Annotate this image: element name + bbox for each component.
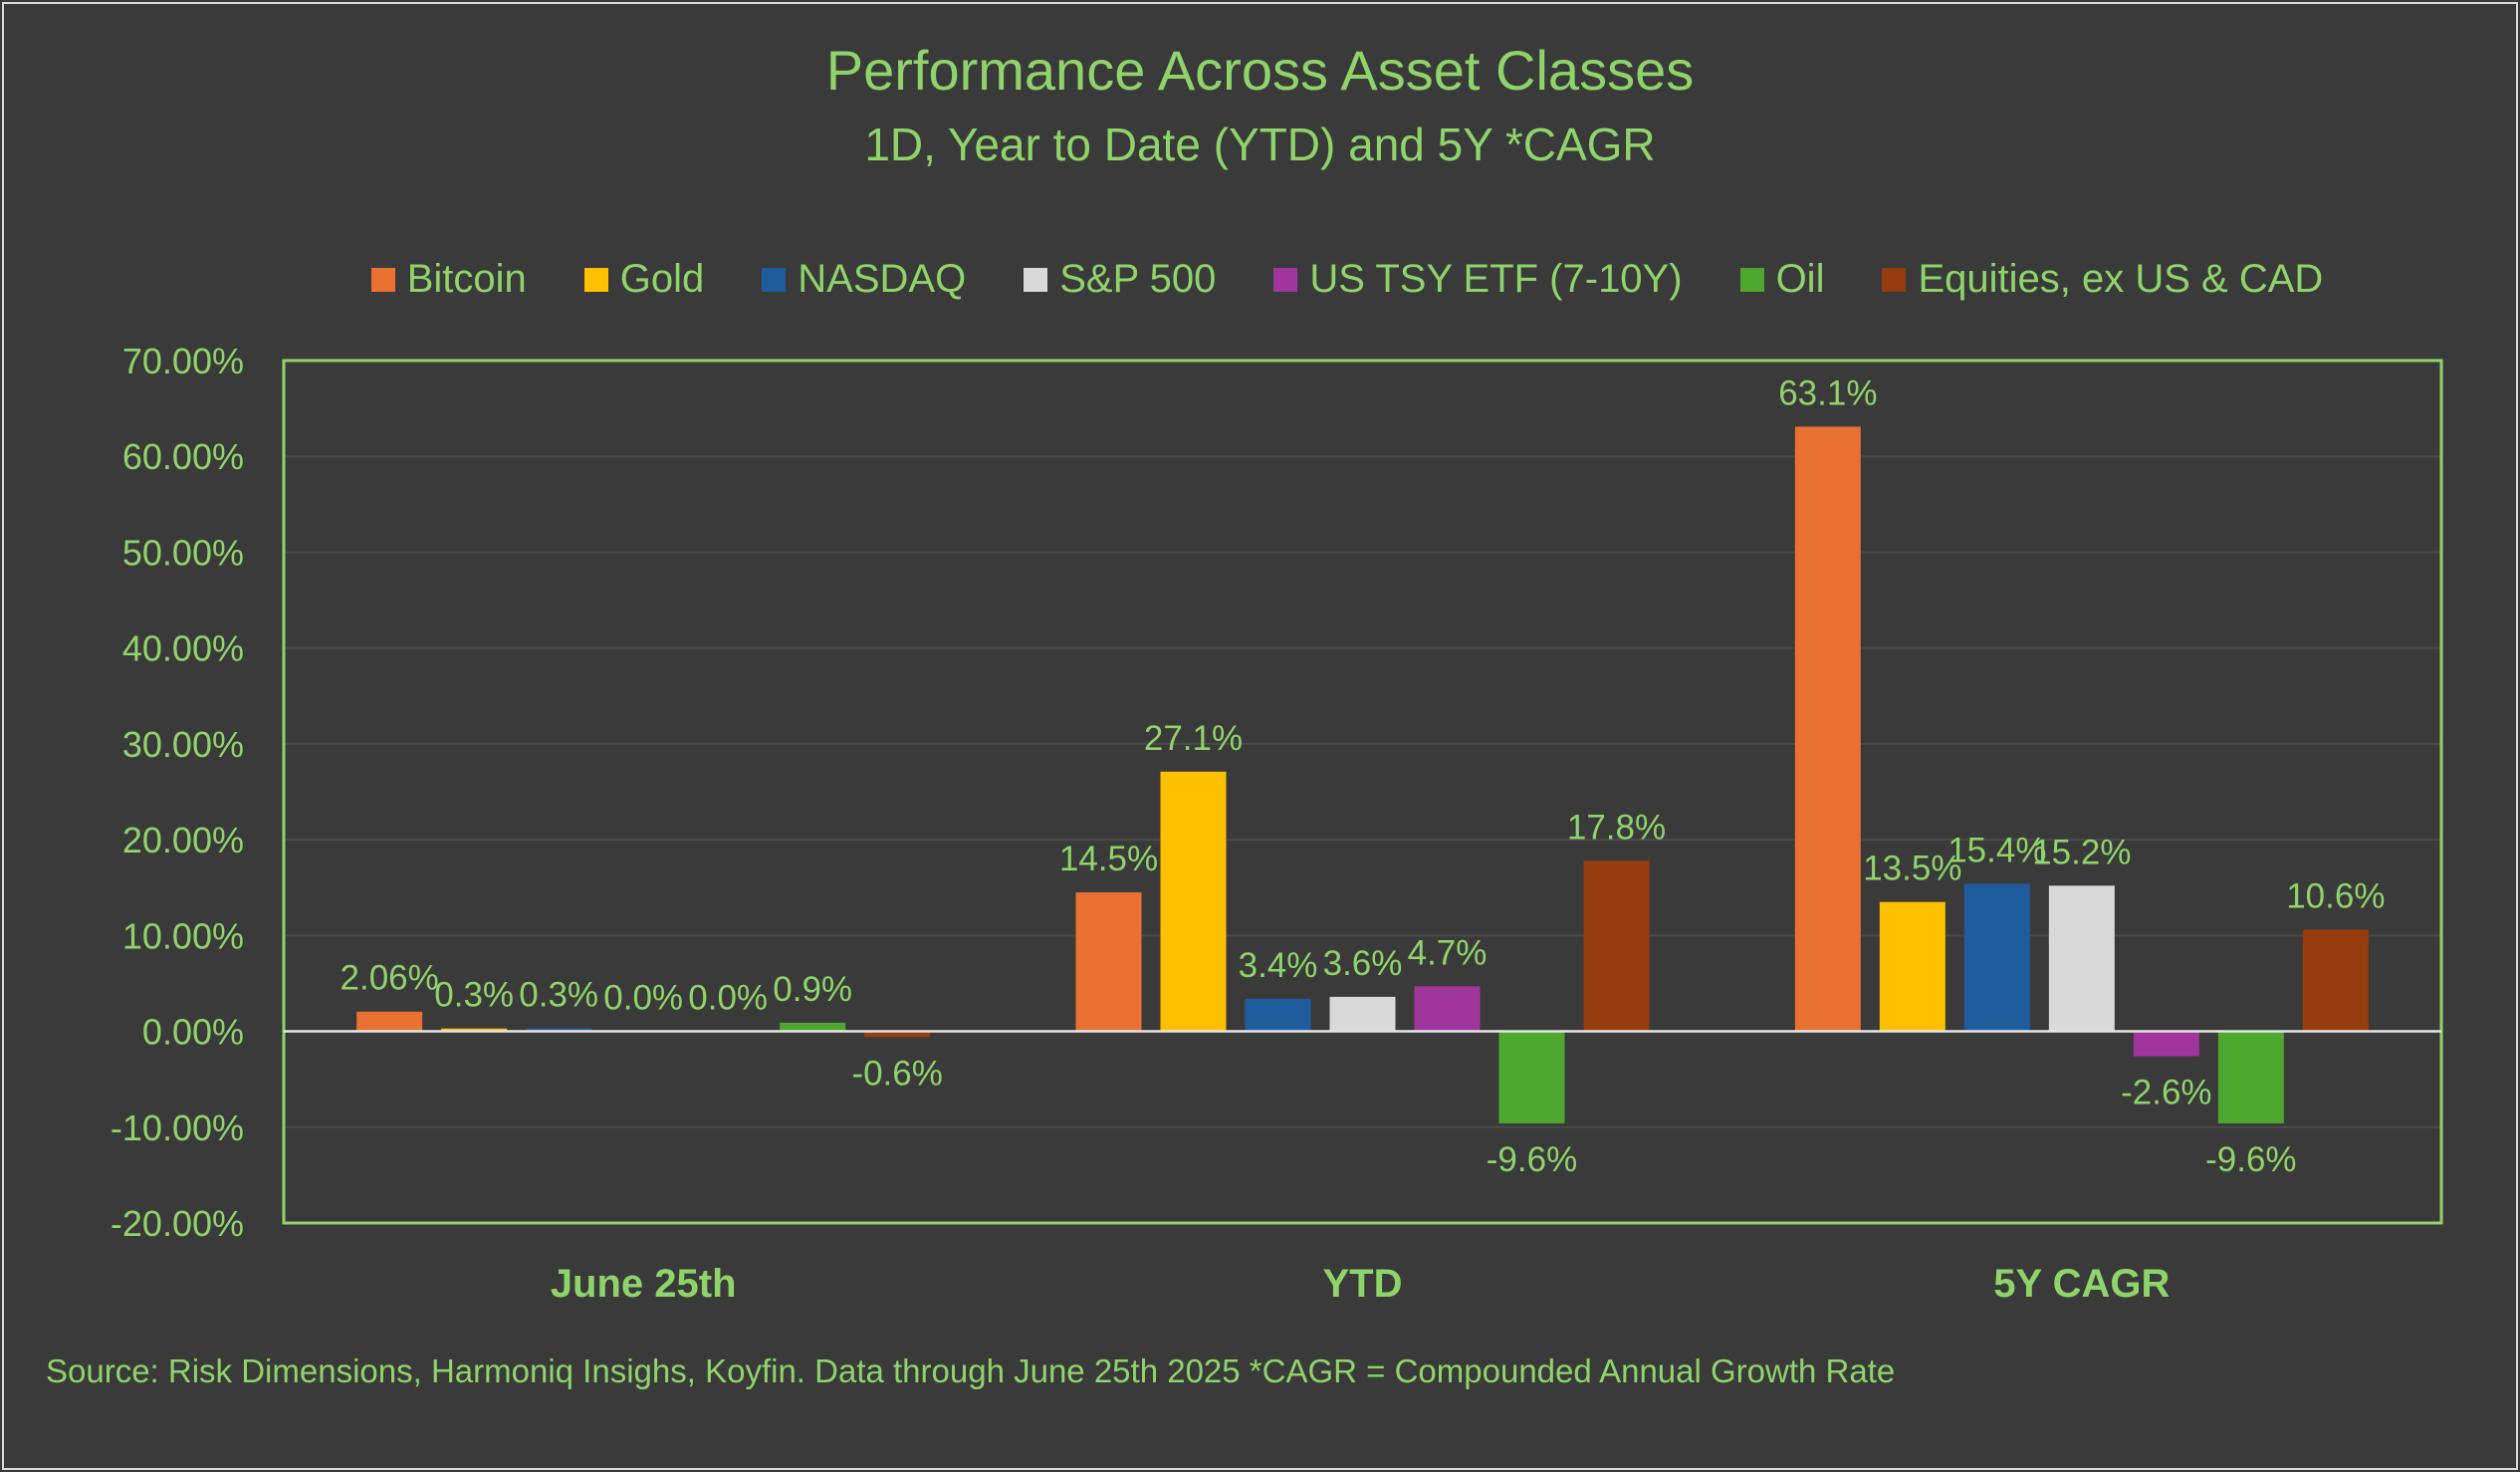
data-label: 10.6%	[2286, 877, 2385, 916]
category-label: June 25th	[551, 1262, 737, 1306]
bar	[1160, 771, 1227, 1032]
legend-item: Equities, ex US & CAD	[1882, 257, 2323, 302]
chart-title: Performance Across Asset Classes	[825, 39, 1695, 102]
bar	[1245, 998, 1311, 1032]
data-label: 2.06%	[341, 959, 439, 998]
data-label: 15.4%	[1947, 831, 2046, 869]
y-tick-label: 70.00%	[122, 341, 244, 381]
y-tick-label: -20.00%	[111, 1203, 244, 1244]
data-label: -9.6%	[2205, 1140, 2296, 1179]
bar	[864, 1031, 931, 1038]
y-tick-label: -10.00%	[111, 1107, 244, 1148]
y-tick-label: 0.00%	[142, 1012, 244, 1053]
bar	[526, 1028, 592, 1032]
bar	[1498, 1031, 1565, 1123]
bar	[1794, 426, 1861, 1032]
data-label: 13.5%	[1863, 850, 1961, 888]
bar	[780, 1022, 846, 1032]
legend-swatch	[583, 267, 608, 292]
bar	[2302, 929, 2369, 1032]
y-tick-label: 20.00%	[122, 820, 244, 860]
data-label: 3.4%	[1239, 946, 1318, 985]
legend-swatch	[1882, 267, 1907, 292]
legend-item: Oil	[1739, 257, 1825, 302]
data-label: 0.0%	[603, 979, 683, 1018]
bar	[1583, 860, 1650, 1032]
bar	[2048, 885, 2115, 1032]
bar	[1414, 986, 1481, 1032]
source-note: Source: Risk Dimensions, Harmoniq Insigh…	[46, 1352, 1896, 1389]
legend-label: S&P 500	[1059, 257, 1217, 301]
legend-swatch	[1739, 267, 1764, 292]
bar	[2133, 1031, 2199, 1057]
bar	[1879, 901, 1946, 1032]
data-label: 3.6%	[1323, 944, 1403, 983]
y-tick-label: 10.00%	[122, 915, 244, 956]
data-label: 63.1%	[1778, 373, 1877, 412]
bar	[441, 1028, 508, 1032]
data-label: 17.8%	[1567, 808, 1666, 847]
legend-label: NASDAQ	[798, 257, 967, 301]
data-label: -2.6%	[2121, 1074, 2211, 1112]
data-label: 0.3%	[519, 976, 598, 1015]
legend-swatch	[762, 267, 787, 292]
bar	[356, 1011, 423, 1032]
legend-swatch	[370, 267, 395, 292]
legend-label: Gold	[619, 257, 705, 301]
legend-label: Oil	[1775, 257, 1825, 301]
legend-item: S&P 500	[1024, 257, 1216, 302]
y-tick-label: 30.00%	[122, 724, 244, 765]
bar	[1963, 883, 2030, 1032]
data-label: -9.6%	[1487, 1140, 1577, 1179]
data-label: 15.2%	[2032, 833, 2131, 871]
bar	[2217, 1031, 2284, 1123]
legend-label: Bitcoin	[406, 257, 527, 301]
legend-item: Bitcoin	[370, 257, 527, 302]
y-tick-label: 50.00%	[122, 532, 244, 573]
legend-item: NASDAQ	[762, 257, 966, 302]
legend-item: US TSY ETF (7-10Y)	[1273, 257, 1683, 302]
legend-label: US TSY ETF (7-10Y)	[1309, 257, 1683, 301]
data-label: 27.1%	[1144, 719, 1243, 758]
data-label: 0.9%	[773, 970, 852, 1009]
category-label: 5Y CAGR	[1993, 1262, 2170, 1306]
chart-subtitle: 1D, Year to Date (YTD) and 5Y *CAGR	[864, 119, 1656, 170]
data-label: 14.5%	[1059, 840, 1158, 878]
data-label: 0.0%	[688, 979, 768, 1018]
data-label: 4.7%	[1408, 933, 1488, 972]
data-label: -0.6%	[851, 1054, 942, 1093]
legend-label: Equities, ex US & CAD	[1918, 257, 2324, 301]
plot-border	[282, 359, 2443, 1225]
data-label: 0.3%	[434, 976, 514, 1015]
bar	[1075, 892, 1142, 1032]
chart-legend: Bitcoin Gold NASDAQ S&P 500 US TSY ETF (7-10…	[0, 257, 2520, 302]
y-tick-label: 40.00%	[122, 628, 244, 669]
legend-swatch	[1273, 267, 1298, 292]
legend-item: Gold	[583, 257, 705, 302]
category-label: YTD	[1323, 1262, 1403, 1306]
legend-swatch	[1024, 267, 1048, 292]
y-tick-label: 60.00%	[122, 436, 244, 477]
bar	[1329, 996, 1396, 1032]
